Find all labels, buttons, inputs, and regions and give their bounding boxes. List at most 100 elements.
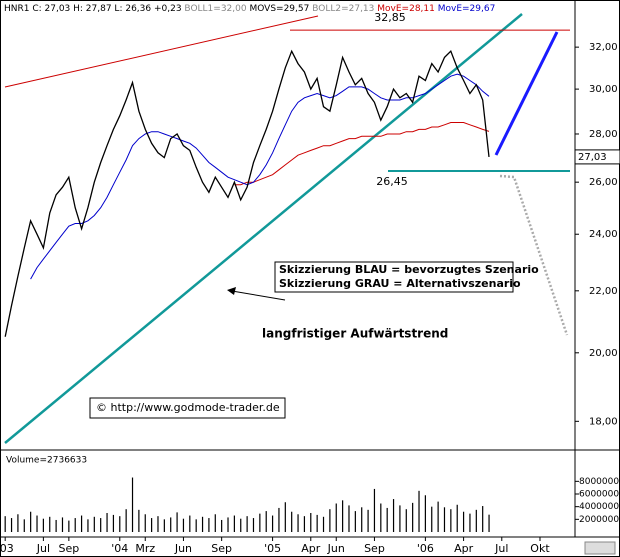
volume-bar [342,500,344,532]
volume-bar [252,518,255,532]
volume-tick-label: 4000000 [579,502,619,512]
volume-bar [348,505,350,532]
volume-tick-label: 6000000 [579,490,619,500]
legend-entry: HNR1 C: 27,03 H: 27,87 L: 26,36 +0,23 [4,4,182,14]
volume-bar [4,516,6,532]
y-tick-label: 28,00 [589,129,618,140]
x-tick-label: '06 [417,542,434,555]
x-tick-label: Apr [301,542,321,555]
volume-bar [131,477,134,532]
volume-bar [437,501,439,532]
volume-bar [36,515,38,532]
volume-bar [354,511,356,532]
volume-bar [49,516,51,532]
volume-bar [144,514,146,532]
y-tick-label: 22,00 [589,286,618,297]
volume-bar [182,518,185,532]
volume-bar [271,515,274,532]
volume-bar [17,514,19,532]
volume-bar [42,518,44,532]
indicator-label: MOVS=29,57 [249,4,309,14]
volume-bar [106,513,108,532]
volume-bar [138,509,140,532]
volume-bar [265,511,267,532]
volume-bar [93,516,95,532]
volume-bar [399,505,401,532]
volume-bar [246,516,248,532]
scenario-blue [494,31,559,156]
volume-bar [424,495,426,532]
y-tick-label: 18,00 [589,416,618,427]
scenario-grey [499,174,569,336]
volume-bar [303,516,306,532]
volume-bar [208,518,210,532]
header: HNR1 C: 27,03 H: 27,87 L: 26,36 +0,23 BO… [4,4,495,14]
volume-bar [450,509,452,532]
volume-bar [112,514,115,532]
x-tick-label: '03 [0,542,14,555]
legend-entry: MovE=29,67 [438,4,496,14]
x-tick-label: Apr [454,542,474,555]
volume-bar [189,515,191,532]
volume-bar [475,509,477,532]
volume-bar [10,518,13,532]
volume-bar [125,509,127,532]
volume-bar [61,517,64,532]
volume-bar [100,518,102,532]
x-tick-label: '05 [264,542,281,555]
y-tick-label: 26,00 [589,177,618,188]
volume-bar [23,519,25,532]
volume-bar [335,503,337,532]
volume-bar [373,488,376,532]
volume-bar [233,515,235,532]
volume-bar [214,514,216,532]
indicator-label: BOLL2=27,13 [312,4,374,14]
level-label: 32,85 [374,11,406,24]
indicator-label: BOLL1=32,00 [184,4,246,14]
volume-bar [469,513,471,532]
volume-bar [201,516,204,532]
volume-title: Volume=2736633 [6,456,87,466]
volume-bar [316,514,318,532]
volume-bar [367,509,369,532]
volume-bar [157,516,159,532]
volume-bar [227,517,229,532]
price-tag [574,149,620,165]
volume-bar [221,519,223,532]
volume-tick-label: 8000000 [579,477,619,487]
volume-bar [392,499,395,532]
volume-bar [163,519,165,532]
volume-bar [310,513,312,532]
volume-bar [386,507,388,532]
copyright: © http://www.godmode-trader.de [96,401,280,414]
volume-bar [74,518,76,532]
volume-bar [284,502,286,532]
volume-bar [55,519,57,532]
volume-bar [322,516,325,532]
volume-bar [176,512,178,532]
volume-bar [151,518,153,532]
annotation: Skizzierung BLAU = bevorzugtes Szenario [279,263,539,276]
price-tag-label: 27,03 [578,152,607,163]
volume-bar [68,520,70,532]
arrow-head [227,287,236,295]
x-tick-label: Jun [327,542,345,555]
series-line [234,122,490,186]
volume-bar [431,506,433,532]
annotation: langfristiger Aufwärtstrend [262,327,448,341]
legend-box [274,261,514,293]
series-line [30,73,490,280]
volume-bar [412,502,414,532]
series-line [4,49,490,337]
x-tick-label: Sep [211,542,232,555]
long-term-trend-line [4,13,523,444]
x-tick-label: Jul [36,542,50,555]
volume-bar [456,504,458,532]
volume-bar [195,519,197,532]
volume-bar [119,516,121,532]
volume-bar [170,517,172,532]
x-tick-label: Jul [494,542,508,555]
arrow-line [231,290,286,301]
